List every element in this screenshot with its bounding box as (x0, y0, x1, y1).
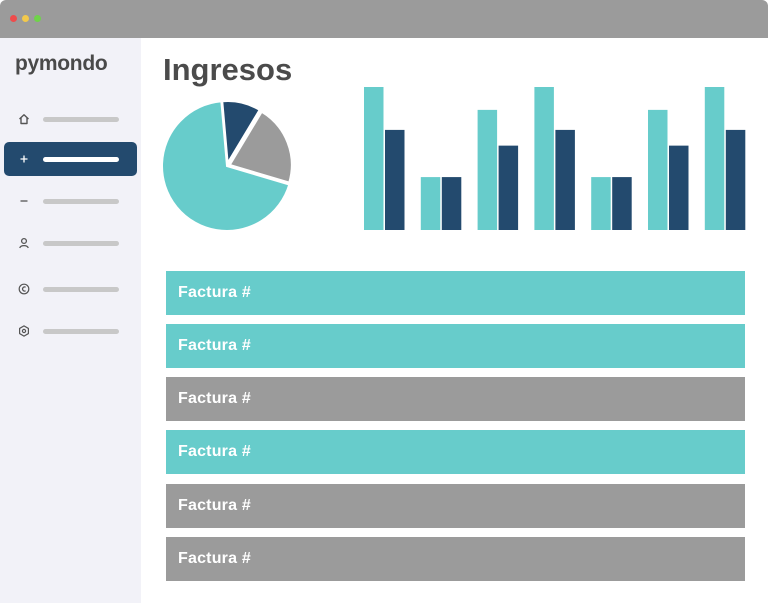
maximize-window-button[interactable] (34, 15, 41, 22)
plus-icon (16, 151, 32, 167)
bar (704, 87, 725, 230)
sidebar-item-settings[interactable] (4, 314, 137, 348)
bar (498, 145, 519, 230)
invoice-row[interactable]: Factura # (166, 484, 745, 528)
sidebar-item-add[interactable] (4, 142, 137, 176)
bar (364, 87, 384, 230)
bar (612, 177, 632, 230)
currency-icon (16, 281, 32, 297)
bar (441, 177, 462, 230)
bar (591, 177, 611, 230)
window-titlebar (0, 0, 768, 38)
invoice-label: Factura # (178, 390, 251, 407)
pie-slice (221, 100, 261, 167)
invoice-label: Factura # (178, 284, 251, 301)
settings-icon (16, 323, 32, 339)
page-title: Ingresos (163, 52, 293, 87)
bar (385, 129, 405, 230)
bar (477, 109, 498, 230)
sidebar-item-subtract[interactable] (4, 184, 137, 218)
sidebar-item-label-placeholder (43, 117, 119, 122)
sidebar-item-user[interactable] (4, 226, 137, 260)
close-window-button[interactable] (10, 15, 17, 22)
invoice-label: Factura # (178, 337, 251, 354)
sidebar: pymondo (0, 38, 141, 603)
invoice-row[interactable]: Factura # (166, 377, 745, 421)
bar (669, 145, 689, 230)
sidebar-item-label-placeholder (43, 241, 119, 246)
sidebar-item-label-placeholder (43, 287, 119, 292)
minimize-window-button[interactable] (22, 15, 29, 22)
bar (725, 129, 746, 230)
invoice-row[interactable]: Factura # (166, 430, 745, 474)
pie-slice (228, 110, 293, 184)
invoice-row[interactable]: Factura # (166, 271, 745, 315)
bar (534, 87, 554, 230)
home-icon (16, 111, 32, 127)
invoice-row[interactable]: Factura # (166, 537, 745, 581)
sidebar-item-currency[interactable] (4, 272, 137, 306)
invoice-row[interactable]: Factura # (166, 324, 745, 368)
app-logo[interactable]: pymondo (15, 52, 108, 75)
pie-slice (162, 100, 291, 232)
sidebar-item-label-placeholder (43, 329, 119, 334)
pie-chart (162, 100, 293, 232)
bar (420, 177, 441, 230)
bar-chart (364, 87, 746, 230)
sidebar-item-label-placeholder (43, 199, 119, 204)
minus-icon (16, 193, 32, 209)
invoice-label: Factura # (178, 443, 251, 460)
invoice-label: Factura # (178, 497, 251, 514)
bar (648, 109, 668, 230)
sidebar-item-home[interactable] (4, 102, 137, 136)
sidebar-item-label-placeholder (43, 157, 119, 162)
bar (555, 129, 575, 230)
user-icon (16, 235, 32, 251)
invoice-label: Factura # (178, 550, 251, 567)
